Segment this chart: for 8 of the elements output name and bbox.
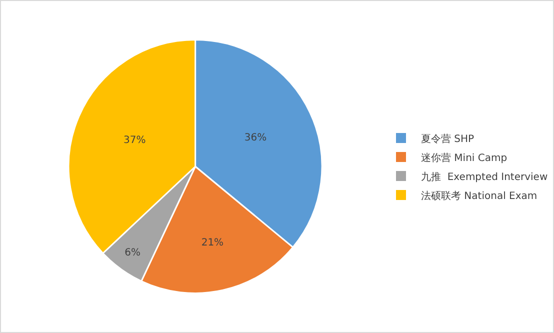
legend-label: 迷你营 Mini Camp [421,152,508,164]
data-label: 36% [244,132,267,144]
legend-label: 九推 Exempted Interview [421,170,548,183]
legend-label: 夏令营 SHP [421,132,474,145]
data-label: 21% [201,238,224,249]
legend-label: 法硕联考 National Exam [421,190,538,202]
data-label: 6% [124,247,141,258]
data-label: 37% [124,134,146,146]
